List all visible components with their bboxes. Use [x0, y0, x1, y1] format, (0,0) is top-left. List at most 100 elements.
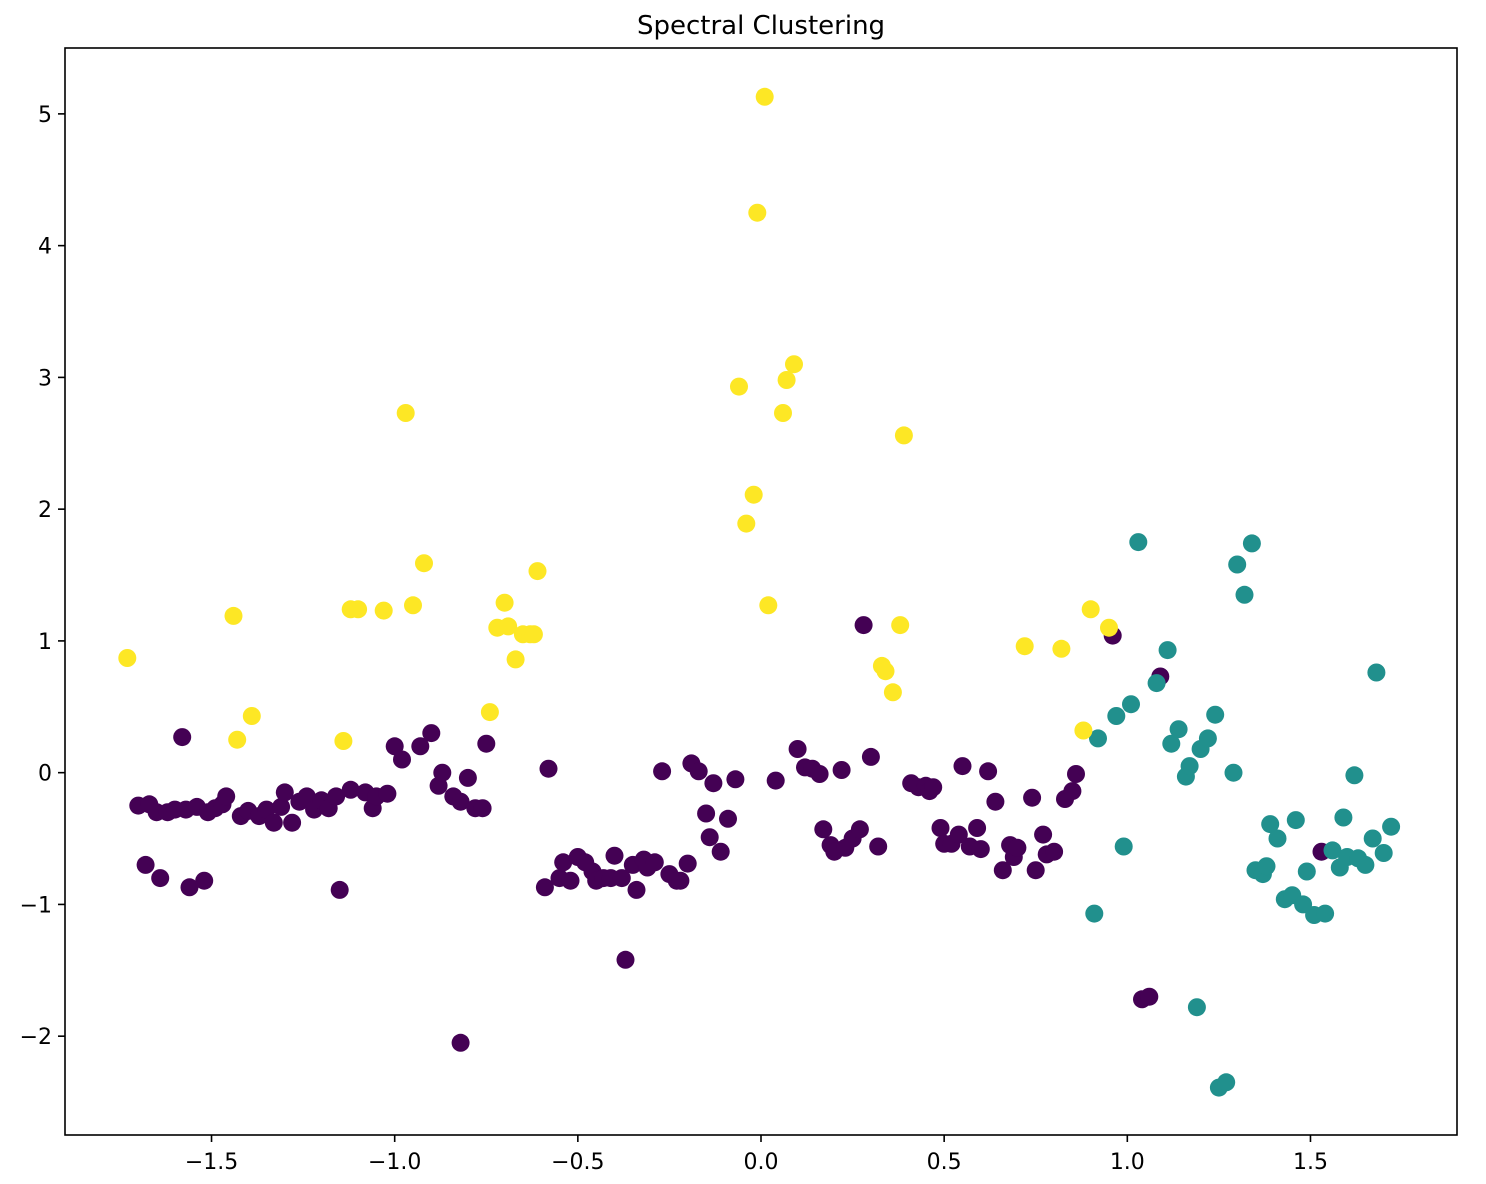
point-1-33	[1316, 904, 1335, 923]
point-1-6	[1147, 674, 1166, 693]
point-0-21	[272, 797, 291, 816]
series-0	[129, 616, 1331, 1052]
point-2-14	[499, 617, 518, 636]
point-2-21	[737, 514, 756, 533]
point-0-109	[979, 762, 998, 781]
point-2-2	[228, 730, 247, 749]
series-2	[118, 87, 1118, 750]
point-1-15	[1206, 705, 1225, 724]
points-layer	[118, 87, 1401, 1097]
point-0-101	[931, 819, 950, 837]
point-0-38	[411, 737, 430, 756]
point-0-52	[554, 853, 573, 872]
point-1-40	[1356, 855, 1375, 874]
point-0-89	[832, 761, 851, 779]
point-1-3	[1114, 837, 1133, 856]
point-0-49	[535, 878, 554, 897]
point-0-85	[810, 765, 829, 783]
point-0-80	[726, 770, 745, 789]
point-1-8	[1162, 734, 1181, 753]
point-0-43	[451, 792, 470, 811]
point-0-82	[788, 740, 807, 758]
point-1-44	[1382, 817, 1401, 836]
point-0-119	[1045, 842, 1064, 861]
point-2-19	[528, 562, 547, 581]
point-0-29	[327, 787, 346, 806]
point-0-45	[458, 768, 477, 787]
point-0-25	[297, 787, 316, 806]
x-tick-label: 0.5	[927, 1150, 962, 1175]
y-tick-label: 2	[38, 498, 52, 523]
point-1-11	[1180, 757, 1199, 776]
x-tick-label: 1.0	[1110, 1150, 1145, 1175]
point-1-17	[1217, 1073, 1236, 1092]
point-0-122	[1067, 765, 1085, 783]
point-0-117	[1034, 825, 1053, 844]
point-2-22	[744, 485, 763, 504]
point-1-19	[1228, 555, 1247, 574]
point-1-20	[1235, 585, 1254, 604]
point-0-116	[1026, 861, 1045, 880]
point-0-60	[605, 846, 624, 865]
point-0-1	[136, 855, 155, 874]
point-1-18	[1224, 763, 1243, 782]
point-1-42	[1367, 663, 1386, 682]
point-1-31	[1297, 862, 1316, 881]
point-0-23	[283, 813, 302, 832]
point-2-30	[876, 662, 895, 681]
point-2-26	[774, 404, 792, 422]
point-0-105	[953, 757, 972, 776]
point-0-37	[393, 750, 411, 769]
point-1-29	[1286, 811, 1305, 830]
x-tick-label: 1.5	[1293, 1150, 1328, 1175]
y-axis: −2 −1 0 1 2 3 4 5	[20, 103, 65, 1050]
point-1-12	[1187, 998, 1206, 1017]
point-0-47	[473, 799, 492, 818]
point-0-104	[949, 825, 968, 844]
point-0-100	[924, 778, 943, 797]
point-1-26	[1268, 829, 1287, 848]
point-0-92	[850, 820, 869, 839]
point-0-76	[700, 828, 719, 847]
point-1-1	[1089, 729, 1107, 748]
point-0-74	[689, 762, 708, 781]
point-0-48	[477, 734, 496, 753]
point-2-3	[242, 707, 261, 725]
point-2-0	[118, 649, 137, 667]
point-0-111	[993, 861, 1012, 880]
point-1-24	[1257, 857, 1276, 876]
y-tick-label: 4	[38, 235, 52, 260]
point-0-9	[180, 878, 199, 897]
point-2-28	[785, 355, 803, 374]
point-2-38	[1100, 618, 1118, 637]
point-0-71	[671, 871, 690, 890]
point-0-36	[385, 737, 404, 756]
point-0-31	[341, 780, 360, 799]
point-1-0	[1085, 904, 1104, 923]
y-tick-label: −1	[20, 893, 52, 918]
point-0-81	[766, 771, 785, 790]
point-0-30	[330, 880, 349, 899]
point-0-61	[612, 869, 631, 888]
point-1-43	[1374, 844, 1393, 862]
x-tick-label: −0.5	[551, 1150, 604, 1175]
point-2-32	[891, 616, 910, 635]
point-0-35	[378, 784, 397, 803]
point-1-14	[1198, 729, 1217, 748]
point-0-53	[561, 871, 580, 890]
point-0-86	[814, 820, 833, 839]
point-2-33	[894, 426, 913, 445]
point-0-78	[711, 842, 730, 861]
x-tick-label: −1.5	[185, 1150, 238, 1175]
point-1-25	[1261, 815, 1280, 834]
y-tick-label: 3	[38, 366, 52, 391]
plot-frame	[64, 47, 1458, 1136]
y-tick-label: 1	[38, 630, 52, 655]
point-0-7	[173, 728, 192, 747]
point-0-64	[627, 880, 646, 899]
point-0-11	[195, 871, 214, 890]
y-tick-label: 5	[38, 103, 52, 128]
point-0-41	[433, 763, 452, 782]
